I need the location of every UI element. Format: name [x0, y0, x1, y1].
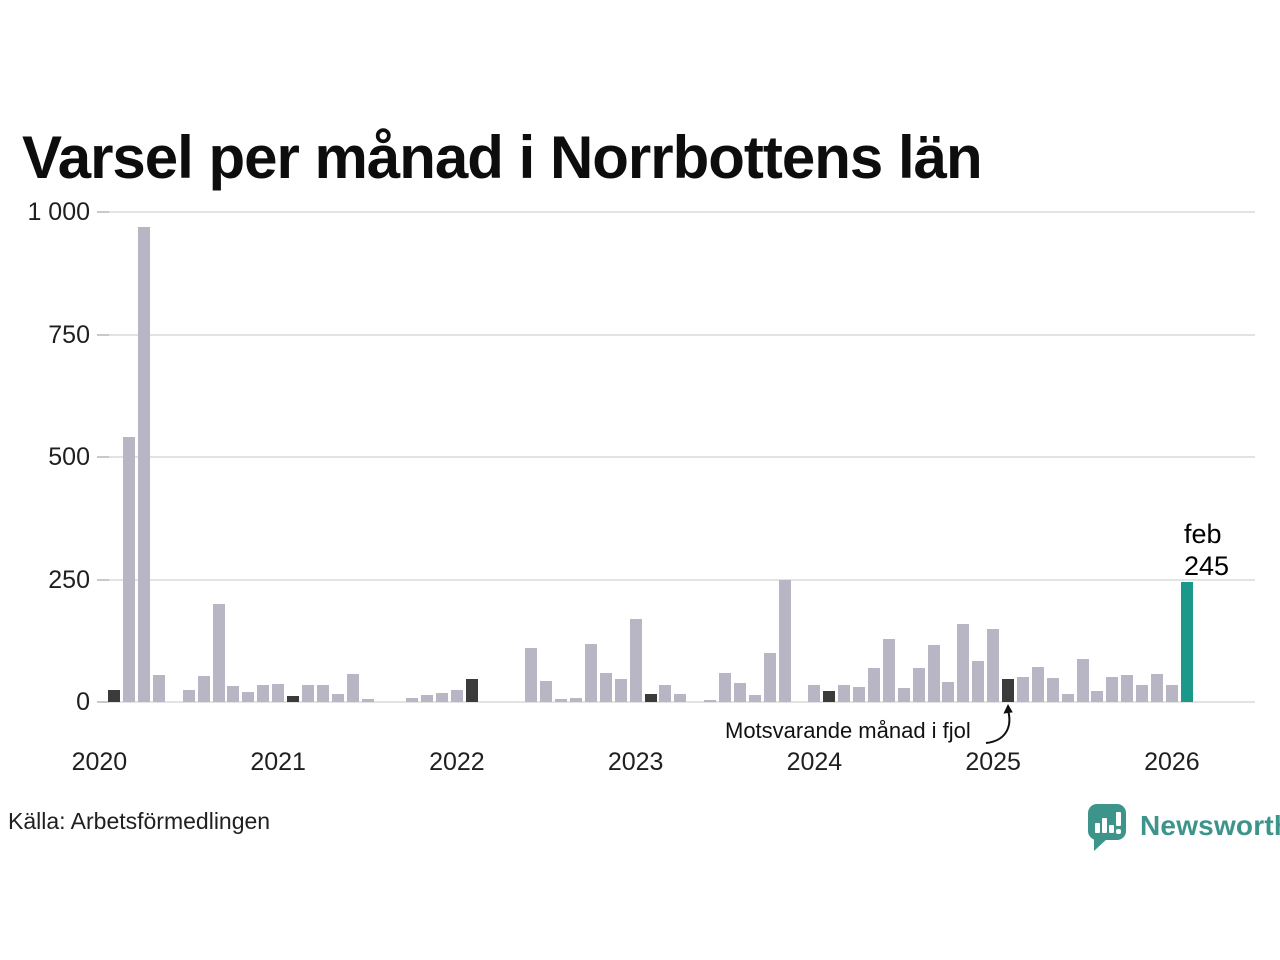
bar-2024-08 [912, 667, 925, 702]
bar-2023-08 [733, 683, 746, 702]
bar-2022-09 [570, 697, 583, 702]
bar-2025-04 [1031, 666, 1044, 702]
bar-2022-02 [465, 679, 478, 702]
highlight-value: 245 [1184, 551, 1230, 581]
bar-2021-01 [272, 683, 285, 702]
bar-2025-03 [1016, 676, 1029, 702]
bar-2024-01 [808, 685, 821, 702]
newsworthy-bubble-chart-icon [1088, 804, 1126, 851]
annotation-text: Motsvarande månad i fjol [725, 718, 971, 743]
bar-2025-05 [1046, 677, 1059, 702]
bar-2025-12 [1151, 673, 1164, 702]
bar-2020-03 [123, 437, 136, 702]
bar-2022-10 [584, 644, 597, 702]
bar-2021-12 [436, 692, 448, 702]
y-axis-label-0: 0 [76, 688, 90, 716]
bar-2021-02 [287, 696, 300, 702]
bar-2022-07 [540, 681, 553, 702]
bar-2024-03 [838, 684, 851, 702]
bar-2020-04 [138, 226, 151, 702]
bar-2023-09 [748, 695, 761, 702]
bar-2021-03 [301, 685, 314, 702]
y-tick-500 [97, 456, 109, 458]
bar-2024-02 [823, 691, 836, 702]
bar-2023-11 [778, 579, 791, 702]
bar-2022-06 [525, 648, 538, 702]
bar-2020-07 [182, 689, 195, 702]
bar-2020-12 [257, 685, 270, 702]
y-tick-0 [97, 701, 109, 703]
x-axis-label-2021: 2021 [250, 748, 306, 776]
bar-2020-09 [212, 604, 225, 702]
bar-2024-07 [897, 688, 910, 702]
y-tick-1000 [97, 211, 109, 213]
bar-2020-02 [108, 690, 121, 702]
grid-line-1000 [97, 211, 1255, 213]
bar-2023-03 [659, 685, 672, 702]
grid-line-500 [97, 456, 1255, 458]
bar-2022-01 [450, 690, 463, 702]
y-tick-750 [97, 333, 109, 336]
bar-2022-08 [555, 699, 568, 702]
bar-2021-11 [421, 695, 434, 702]
bar-2022-12 [614, 678, 627, 702]
bar-2021-10 [406, 698, 419, 702]
x-axis-label-2024: 2024 [786, 748, 843, 776]
bar-2023-10 [763, 653, 776, 702]
bar-2021-04 [316, 685, 329, 702]
bar-2024-04 [853, 686, 866, 702]
bar-2020-08 [197, 675, 210, 702]
bar-2023-01 [629, 618, 642, 702]
newsworthy-wordmark: Newsworthy [1140, 810, 1280, 841]
y-axis-label-1000: 1 000 [27, 198, 90, 226]
highlight-month-label: feb [1184, 519, 1222, 549]
bar-2026-01 [1165, 684, 1178, 702]
y-tick-250 [97, 578, 109, 581]
x-axis-label-2025: 2025 [965, 748, 1021, 776]
bar-2024-09 [927, 644, 940, 702]
bar-2021-07 [361, 698, 374, 702]
y-axis-label-500: 500 [48, 443, 90, 471]
y-axis-label-750: 750 [48, 320, 90, 349]
y-axis-label-250: 250 [48, 565, 90, 594]
bar-2022-11 [599, 672, 612, 702]
x-axis-label-2020: 2020 [71, 748, 128, 776]
bar-2025-08 [1091, 690, 1104, 702]
bar-2025-01 [987, 628, 1000, 702]
bar-2020-05 [152, 675, 165, 702]
bar-2020-11 [242, 692, 255, 702]
bar-2025-06 [1061, 694, 1074, 702]
bar-2024-06 [882, 639, 895, 702]
bar-2023-02 [644, 693, 657, 702]
grid-line-0 [97, 701, 1255, 703]
bar-2025-07 [1076, 659, 1089, 702]
bar-2023-04 [674, 694, 687, 702]
x-axis-label-2026: 2026 [1144, 748, 1200, 776]
bar-2021-05 [331, 693, 344, 702]
bar-2021-06 [346, 673, 359, 702]
bar-2023-07 [719, 672, 732, 702]
bar-2025-10 [1121, 675, 1134, 702]
source-text: Källa: Arbetsförmedlingen [8, 808, 271, 834]
bar-2023-06 [704, 700, 717, 702]
bar-2020-10 [227, 685, 240, 702]
bar-2024-11 [957, 623, 970, 702]
bar-2024-10 [942, 682, 955, 702]
bar-2026-02 [1180, 581, 1193, 702]
annotation-arrow-icon [985, 704, 1013, 744]
bar-2024-05 [867, 667, 880, 702]
bar-2025-11 [1136, 684, 1149, 702]
bar-2024-12 [972, 660, 985, 702]
bar-2025-09 [1106, 676, 1119, 702]
highlight-value-label: feb 245 [1184, 518, 1229, 582]
grid-line-250 [97, 578, 1255, 581]
grid-line-750 [97, 333, 1255, 336]
bar-2025-02 [1002, 679, 1015, 702]
x-axis-label-2023: 2023 [607, 748, 664, 776]
chart-title: Varsel per månad i Norrbottens län [22, 124, 983, 191]
newsworthy-logo: Newsworthy [1085, 800, 1280, 852]
x-axis-label-2022: 2022 [429, 748, 485, 776]
